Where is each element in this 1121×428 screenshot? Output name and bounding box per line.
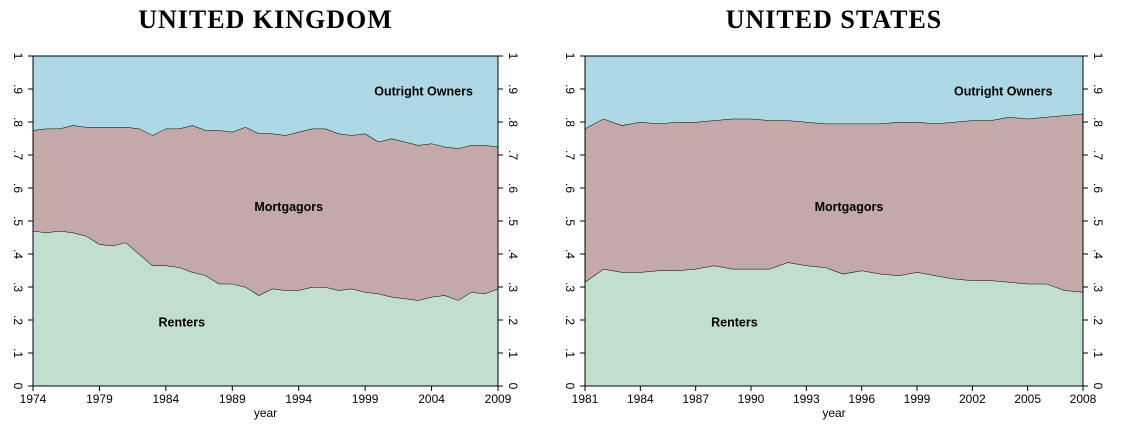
y-tick-label: .6 xyxy=(563,183,577,193)
chart-title: UNITED KINGDOM xyxy=(138,5,393,34)
series-label: Outright Owners xyxy=(374,85,473,99)
y-tick-label: .2 xyxy=(11,315,25,325)
x-tick-label: 1984 xyxy=(627,392,654,406)
x-tick-label: 2002 xyxy=(959,392,986,406)
y-tick-label: .5 xyxy=(11,216,25,226)
y-tick-label: .4 xyxy=(506,249,520,259)
y-tick-label: .6 xyxy=(1091,183,1105,193)
y-tick-label: .1 xyxy=(1091,348,1105,358)
x-tick-label: 2009 xyxy=(485,392,512,406)
y-tick-label: .7 xyxy=(506,150,520,160)
panel: Renters Mortgagors Outright Owners 0 0 .1 .1 .2… xyxy=(11,5,520,420)
y-tick-label: .3 xyxy=(11,282,25,292)
y-tick-label: 1 xyxy=(1091,53,1105,60)
y-tick-label: .5 xyxy=(563,216,577,226)
x-tick-label: 1981 xyxy=(572,392,599,406)
x-tick-label: 1999 xyxy=(352,392,379,406)
y-tick-label: 0 xyxy=(1091,383,1105,390)
y-tick-label: .4 xyxy=(11,249,25,259)
series-label: Renters xyxy=(159,316,206,330)
x-tick-label: 1994 xyxy=(285,392,312,406)
y-tick-label: .8 xyxy=(1091,117,1105,127)
y-tick-label: .7 xyxy=(563,150,577,160)
x-tick-label: 1979 xyxy=(86,392,113,406)
x-tick-label: 1987 xyxy=(682,392,709,406)
area xyxy=(33,230,498,386)
x-tick-label: 1974 xyxy=(20,392,47,406)
y-tick-label: .8 xyxy=(11,117,25,127)
y-tick-label: .5 xyxy=(506,216,520,226)
y-tick-label: .4 xyxy=(1091,249,1105,259)
x-tick-label: 2005 xyxy=(1014,392,1041,406)
y-tick-label: 1 xyxy=(506,53,520,60)
series-label: Mortgagors xyxy=(254,200,323,214)
chart-title: UNITED STATES xyxy=(726,5,943,34)
y-tick-label: .7 xyxy=(11,150,25,160)
y-tick-label: 0 xyxy=(563,383,577,390)
y-tick-label: .3 xyxy=(1091,282,1105,292)
x-axis-label: year xyxy=(822,406,845,420)
y-tick-label: 1 xyxy=(11,53,25,60)
x-tick-label: 2004 xyxy=(418,392,445,406)
y-tick-label: .7 xyxy=(1091,150,1105,160)
y-tick-label: .3 xyxy=(506,282,520,292)
y-tick-label: .6 xyxy=(506,183,520,193)
panel: Renters Mortgagors Outright Owners 0 0 .1 .1 .2… xyxy=(563,5,1105,420)
x-tick-label: 1999 xyxy=(904,392,931,406)
y-tick-label: .8 xyxy=(563,117,577,127)
x-tick-label: 2008 xyxy=(1070,392,1097,406)
y-tick-label: .6 xyxy=(11,183,25,193)
y-tick-label: .1 xyxy=(563,348,577,358)
y-tick-label: 0 xyxy=(506,383,520,390)
y-tick-label: .1 xyxy=(506,348,520,358)
x-tick-label: 1993 xyxy=(793,392,820,406)
y-tick-label: .4 xyxy=(563,249,577,259)
y-tick-label: 0 xyxy=(11,383,25,390)
y-tick-label: .2 xyxy=(1091,315,1105,325)
series-label: Renters xyxy=(711,316,758,330)
area xyxy=(585,113,1083,292)
series-label: Mortgagors xyxy=(815,200,884,214)
y-tick-label: .9 xyxy=(506,84,520,94)
x-tick-label: 1990 xyxy=(738,392,765,406)
area xyxy=(33,125,498,301)
series-label: Outright Owners xyxy=(954,85,1053,99)
y-tick-label: .3 xyxy=(563,282,577,292)
y-tick-label: 1 xyxy=(563,53,577,60)
area xyxy=(585,56,1083,129)
x-axis-label: year xyxy=(254,406,277,420)
y-tick-label: .5 xyxy=(1091,216,1105,226)
y-tick-label: .9 xyxy=(1091,84,1105,94)
area xyxy=(33,56,498,149)
x-tick-label: 1996 xyxy=(848,392,875,406)
y-tick-label: .1 xyxy=(11,348,25,358)
y-tick-label: .8 xyxy=(506,117,520,127)
y-tick-label: .9 xyxy=(563,84,577,94)
y-tick-label: .2 xyxy=(563,315,577,325)
y-tick-label: .2 xyxy=(506,315,520,325)
y-tick-label: .9 xyxy=(11,84,25,94)
area xyxy=(585,262,1083,386)
x-tick-label: 1984 xyxy=(153,392,180,406)
x-tick-label: 1989 xyxy=(219,392,246,406)
